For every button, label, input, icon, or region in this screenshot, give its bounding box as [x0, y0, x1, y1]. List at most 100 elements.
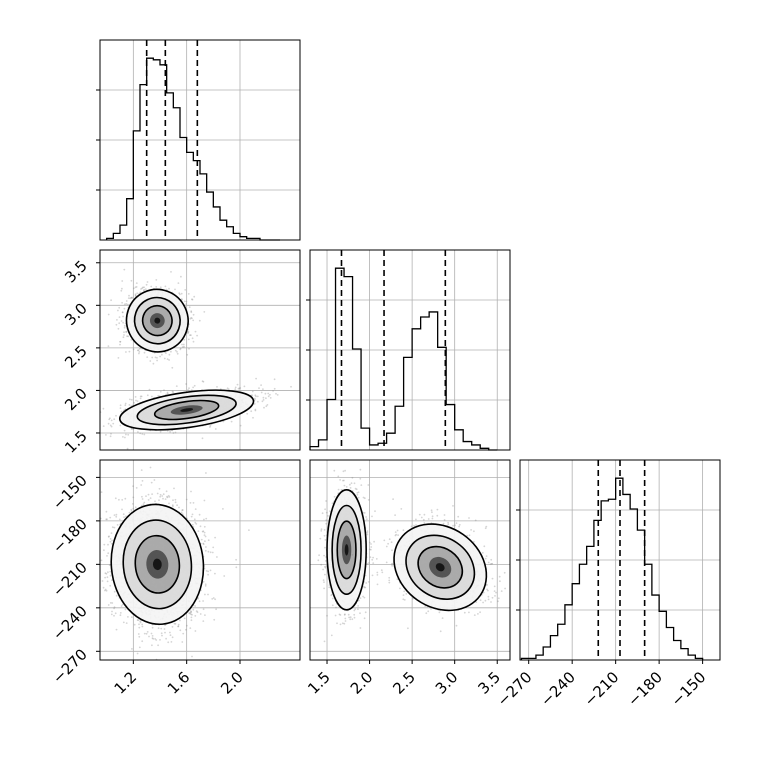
sample-point [124, 436, 126, 439]
sample-point [165, 637, 168, 640]
sample-point [122, 321, 124, 324]
sample-point [142, 503, 145, 505]
sample-point [133, 401, 135, 404]
histogram-step-line [520, 477, 704, 660]
sample-point [121, 280, 124, 282]
sample-point [215, 608, 218, 611]
sample-point [168, 287, 170, 290]
sample-point [180, 292, 183, 295]
sample-point [102, 425, 105, 427]
sample-point [151, 356, 154, 359]
sample-point [265, 397, 267, 400]
sample-point [155, 279, 158, 281]
sample-point [212, 546, 215, 549]
sample-point [187, 389, 190, 391]
sample-point [113, 526, 116, 529]
sample-point [140, 288, 142, 290]
sample-point [113, 590, 116, 593]
sample-point [95, 411, 97, 413]
sample-point [127, 297, 130, 299]
sample-point [108, 418, 111, 421]
sample-point [119, 343, 121, 346]
sample-point [121, 499, 124, 501]
sample-point [122, 336, 125, 339]
sample-point [166, 392, 169, 395]
sample-point [181, 509, 184, 511]
sample-point [267, 395, 270, 398]
sample-point [107, 571, 109, 574]
sample-point [123, 429, 126, 432]
sample-point [214, 572, 216, 575]
sample-point [159, 355, 162, 358]
sample-point [150, 632, 153, 635]
sample-point [191, 513, 194, 516]
sample-point [122, 513, 125, 516]
sample-point [146, 281, 149, 283]
sample-point [194, 615, 197, 617]
sample-point [148, 635, 150, 638]
sample-point [126, 335, 128, 338]
sample-point [273, 387, 276, 390]
sample-point [186, 353, 189, 356]
sample-point [130, 398, 133, 401]
sample-point [107, 543, 109, 546]
sample-point [149, 466, 152, 469]
sample-point [139, 620, 142, 623]
sample-point [118, 322, 121, 325]
sample-point [130, 279, 133, 282]
sample-point [239, 387, 242, 389]
sample-point [194, 508, 197, 510]
sample-point [261, 400, 264, 403]
sample-point [141, 623, 144, 626]
sample-point [177, 282, 180, 284]
sample-point [123, 326, 126, 329]
sample-point [207, 539, 210, 542]
sample-point [207, 593, 209, 596]
sample-point [116, 524, 119, 526]
sample-point [266, 404, 269, 406]
sample-point [100, 491, 103, 493]
sample-point [251, 390, 254, 393]
sample-point [192, 313, 195, 316]
sample-point [123, 516, 125, 519]
sample-point [253, 398, 256, 401]
sample-point [123, 334, 125, 336]
sample-point [122, 436, 124, 438]
sample-point [178, 506, 180, 509]
sample-point [154, 638, 157, 640]
sample-point [216, 556, 218, 558]
sample-point [162, 497, 164, 500]
sample-point [110, 299, 112, 302]
sample-point [157, 394, 160, 397]
sample-point [125, 303, 128, 305]
sample-point [152, 362, 155, 365]
sample-point [246, 412, 249, 415]
sample-point [105, 434, 107, 436]
sample-point [180, 511, 183, 514]
sample-point [117, 357, 120, 359]
sample-point [127, 433, 130, 436]
sample-point [177, 625, 180, 628]
sample-point [139, 395, 142, 398]
sample-point [174, 501, 177, 504]
sample-point [172, 391, 175, 394]
sample-point [174, 498, 177, 501]
sample-point [190, 610, 193, 613]
sample-point [187, 332, 189, 335]
sample-point [109, 424, 112, 427]
sample-point [136, 652, 139, 655]
sample-point [167, 494, 170, 497]
sample-point [260, 391, 263, 394]
sample-point [123, 303, 126, 306]
sample-point [132, 503, 134, 505]
sample-point [193, 384, 196, 387]
sample-point [211, 551, 214, 554]
sample-point [209, 569, 212, 572]
sample-point [114, 497, 117, 500]
sample-point [151, 644, 153, 647]
sample-point [119, 404, 122, 407]
sample-point [159, 430, 162, 433]
sample-point [144, 288, 147, 290]
sample-point [165, 490, 168, 493]
sample-point [117, 309, 119, 312]
